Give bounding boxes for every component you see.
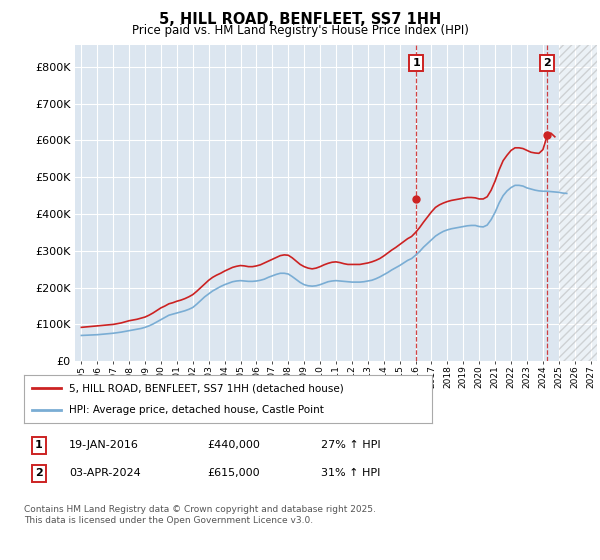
Text: 31% ↑ HPI: 31% ↑ HPI [321, 468, 380, 478]
Text: 2: 2 [543, 58, 551, 68]
Text: £440,000: £440,000 [207, 440, 260, 450]
Text: 5, HILL ROAD, BENFLEET, SS7 1HH (detached house): 5, HILL ROAD, BENFLEET, SS7 1HH (detache… [69, 383, 344, 393]
Text: 5, HILL ROAD, BENFLEET, SS7 1HH: 5, HILL ROAD, BENFLEET, SS7 1HH [159, 12, 441, 27]
Text: 2: 2 [35, 468, 43, 478]
Text: HPI: Average price, detached house, Castle Point: HPI: Average price, detached house, Cast… [69, 405, 324, 415]
Text: £615,000: £615,000 [207, 468, 260, 478]
Text: 1: 1 [35, 440, 43, 450]
Text: Price paid vs. HM Land Registry's House Price Index (HPI): Price paid vs. HM Land Registry's House … [131, 24, 469, 37]
Text: 27% ↑ HPI: 27% ↑ HPI [321, 440, 380, 450]
Text: Contains HM Land Registry data © Crown copyright and database right 2025.
This d: Contains HM Land Registry data © Crown c… [24, 505, 376, 525]
Bar [559, 45, 597, 361]
Text: 03-APR-2024: 03-APR-2024 [69, 468, 141, 478]
Text: 19-JAN-2016: 19-JAN-2016 [69, 440, 139, 450]
Text: 1: 1 [412, 58, 420, 68]
